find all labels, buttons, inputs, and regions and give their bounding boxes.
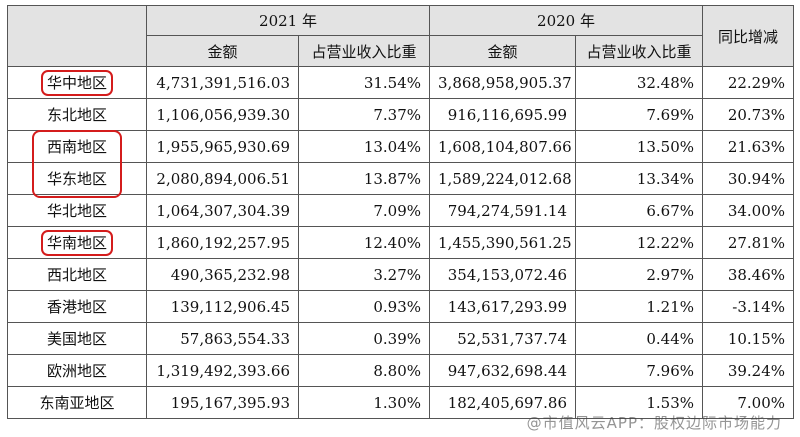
share-2021-cell: 31.54%	[297, 66, 431, 99]
table-row: 西南地区 1,955,965,930.69 13.04% 1,608,104,8…	[7, 130, 795, 163]
amount-2021-cell: 195,167,395.93	[146, 386, 299, 419]
share-2021-cell: 0.39%	[297, 322, 431, 355]
share-2020-cell: 32.48%	[575, 66, 704, 99]
share-2021-cell: 7.09%	[297, 194, 431, 227]
yoy-cell: 20.73%	[702, 98, 795, 131]
share-2021-header: 占营业收入比重	[297, 35, 431, 67]
table-row: 东北地区 1,106,056,939.30 7.37% 916,116,695.…	[7, 98, 795, 131]
share-2021-cell: 8.80%	[297, 354, 431, 387]
share-2020-cell: 1.53%	[575, 386, 704, 419]
yoy-cell: 27.81%	[702, 226, 795, 259]
region-cell: 西北地区	[7, 258, 147, 291]
amount-2021-cell: 1,319,492,393.66	[146, 354, 299, 387]
year-2020-header: 2020 年	[429, 5, 704, 36]
yoy-cell: 39.24%	[702, 354, 795, 387]
region-label-circled: 华南地区	[40, 229, 113, 256]
yoy-cell: 7.00%	[702, 386, 795, 419]
amount-2021-cell: 490,365,232.98	[146, 258, 299, 291]
share-2020-cell: 12.22%	[575, 226, 704, 259]
region-label-circled: 华中地区	[40, 69, 113, 96]
share-2020-cell: 0.44%	[575, 322, 704, 355]
share-2021-cell: 1.30%	[297, 386, 431, 419]
amount-2020-cell: 3,868,958,905.37	[429, 66, 577, 99]
yoy-header: 同比增减	[702, 5, 795, 67]
table-row: 华南地区 1,860,192,257.95 12.40% 1,455,390,5…	[7, 226, 795, 259]
header-row-years: 2021 年 2020 年 同比增减	[7, 5, 795, 67]
amount-2021-cell: 1,955,965,930.69	[146, 130, 299, 163]
table-row: 美国地区 57,863,554.33 0.39% 52,531,737.74 0…	[7, 322, 795, 355]
amount-2021-cell: 2,080,894,006.51	[146, 162, 299, 195]
amount-2021-cell: 139,112,906.45	[146, 290, 299, 323]
table-row: 华中地区 4,731,391,516.03 31.54% 3,868,958,9…	[7, 66, 795, 99]
amount-2020-header: 金额	[429, 35, 577, 67]
region-cell: 西南地区	[7, 130, 147, 163]
yoy-cell: 38.46%	[702, 258, 795, 291]
share-2020-cell: 7.96%	[575, 354, 704, 387]
share-2021-cell: 13.04%	[297, 130, 431, 163]
table-row: 华东地区 2,080,894,006.51 13.87% 1,589,224,0…	[7, 162, 795, 195]
amount-2020-cell: 52,531,737.74	[429, 322, 577, 355]
amount-2021-cell: 1,064,307,304.39	[146, 194, 299, 227]
region-cell: 华东地区	[7, 162, 147, 195]
share-2020-cell: 13.34%	[575, 162, 704, 195]
share-2020-cell: 13.50%	[575, 130, 704, 163]
amount-2021-header: 金额	[146, 35, 299, 67]
amount-2020-cell: 1,608,104,807.66	[429, 130, 577, 163]
share-2020-cell: 2.97%	[575, 258, 704, 291]
region-cell: 欧洲地区	[7, 354, 147, 387]
amount-2020-cell: 916,116,695.99	[429, 98, 577, 131]
share-2021-cell: 12.40%	[297, 226, 431, 259]
header-row-fields: 金额 占营业收入比重 金额 占营业收入比重	[8, 35, 794, 67]
region-cell: 香港地区	[7, 290, 147, 323]
table-row: 欧洲地区 1,319,492,393.66 8.80% 947,632,698.…	[7, 354, 795, 387]
share-2021-cell: 3.27%	[297, 258, 431, 291]
share-2021-cell: 13.87%	[297, 162, 431, 195]
region-cell: 华北地区	[7, 194, 147, 227]
year-2021-header: 2021 年	[145, 5, 431, 36]
share-2021-cell: 7.37%	[297, 98, 431, 131]
share-2020-cell: 6.67%	[575, 194, 704, 227]
watermark-text: @市值风云APP：股权边际市场能力	[526, 414, 782, 432]
amount-2020-cell: 1,589,224,012.68	[429, 162, 577, 195]
amount-2020-cell: 1,455,390,561.25	[429, 226, 577, 259]
amount-2021-cell: 1,106,056,939.30	[146, 98, 299, 131]
share-2020-cell: 7.69%	[575, 98, 704, 131]
yoy-cell: 22.29%	[702, 66, 795, 99]
regional-revenue-table: 2021 年 2020 年 同比增减 金额 占营业收入比重 金额 占营业收入比重…	[7, 5, 795, 419]
region-cell: 华中地区	[7, 66, 147, 99]
region-cell: 华南地区	[7, 226, 147, 259]
share-2021-cell: 0.93%	[297, 290, 431, 323]
table-row: 东南亚地区 195,167,395.93 1.30% 182,405,697.8…	[7, 386, 795, 419]
table-row: 华北地区 1,064,307,304.39 7.09% 794,274,591.…	[7, 194, 795, 227]
amount-2021-cell: 4,731,391,516.03	[146, 66, 299, 99]
table-row: 西北地区 490,365,232.98 3.27% 354,153,072.46…	[7, 258, 795, 291]
amount-2020-cell: 182,405,697.86	[429, 386, 577, 419]
region-cell: 美国地区	[7, 322, 147, 355]
amount-2021-cell: 1,860,192,257.95	[146, 226, 299, 259]
amount-2021-cell: 57,863,554.33	[146, 322, 299, 355]
amount-2020-cell: 143,617,293.99	[429, 290, 577, 323]
yoy-cell: 10.15%	[702, 322, 795, 355]
yoy-cell: -3.14%	[702, 290, 795, 323]
share-2020-cell: 1.21%	[575, 290, 704, 323]
amount-2020-cell: 354,153,072.46	[429, 258, 577, 291]
share-2020-header: 占营业收入比重	[575, 35, 704, 67]
amount-2020-cell: 947,632,698.44	[429, 354, 577, 387]
region-cell: 东南亚地区	[7, 386, 147, 419]
yoy-cell: 34.00%	[702, 194, 795, 227]
region-header	[7, 5, 147, 67]
yoy-cell: 30.94%	[702, 162, 795, 195]
amount-2020-cell: 794,274,591.14	[429, 194, 577, 227]
region-cell: 东北地区	[7, 98, 147, 131]
table-row: 香港地区 139,112,906.45 0.93% 143,617,293.99…	[7, 290, 795, 323]
yoy-cell: 21.63%	[702, 130, 795, 163]
